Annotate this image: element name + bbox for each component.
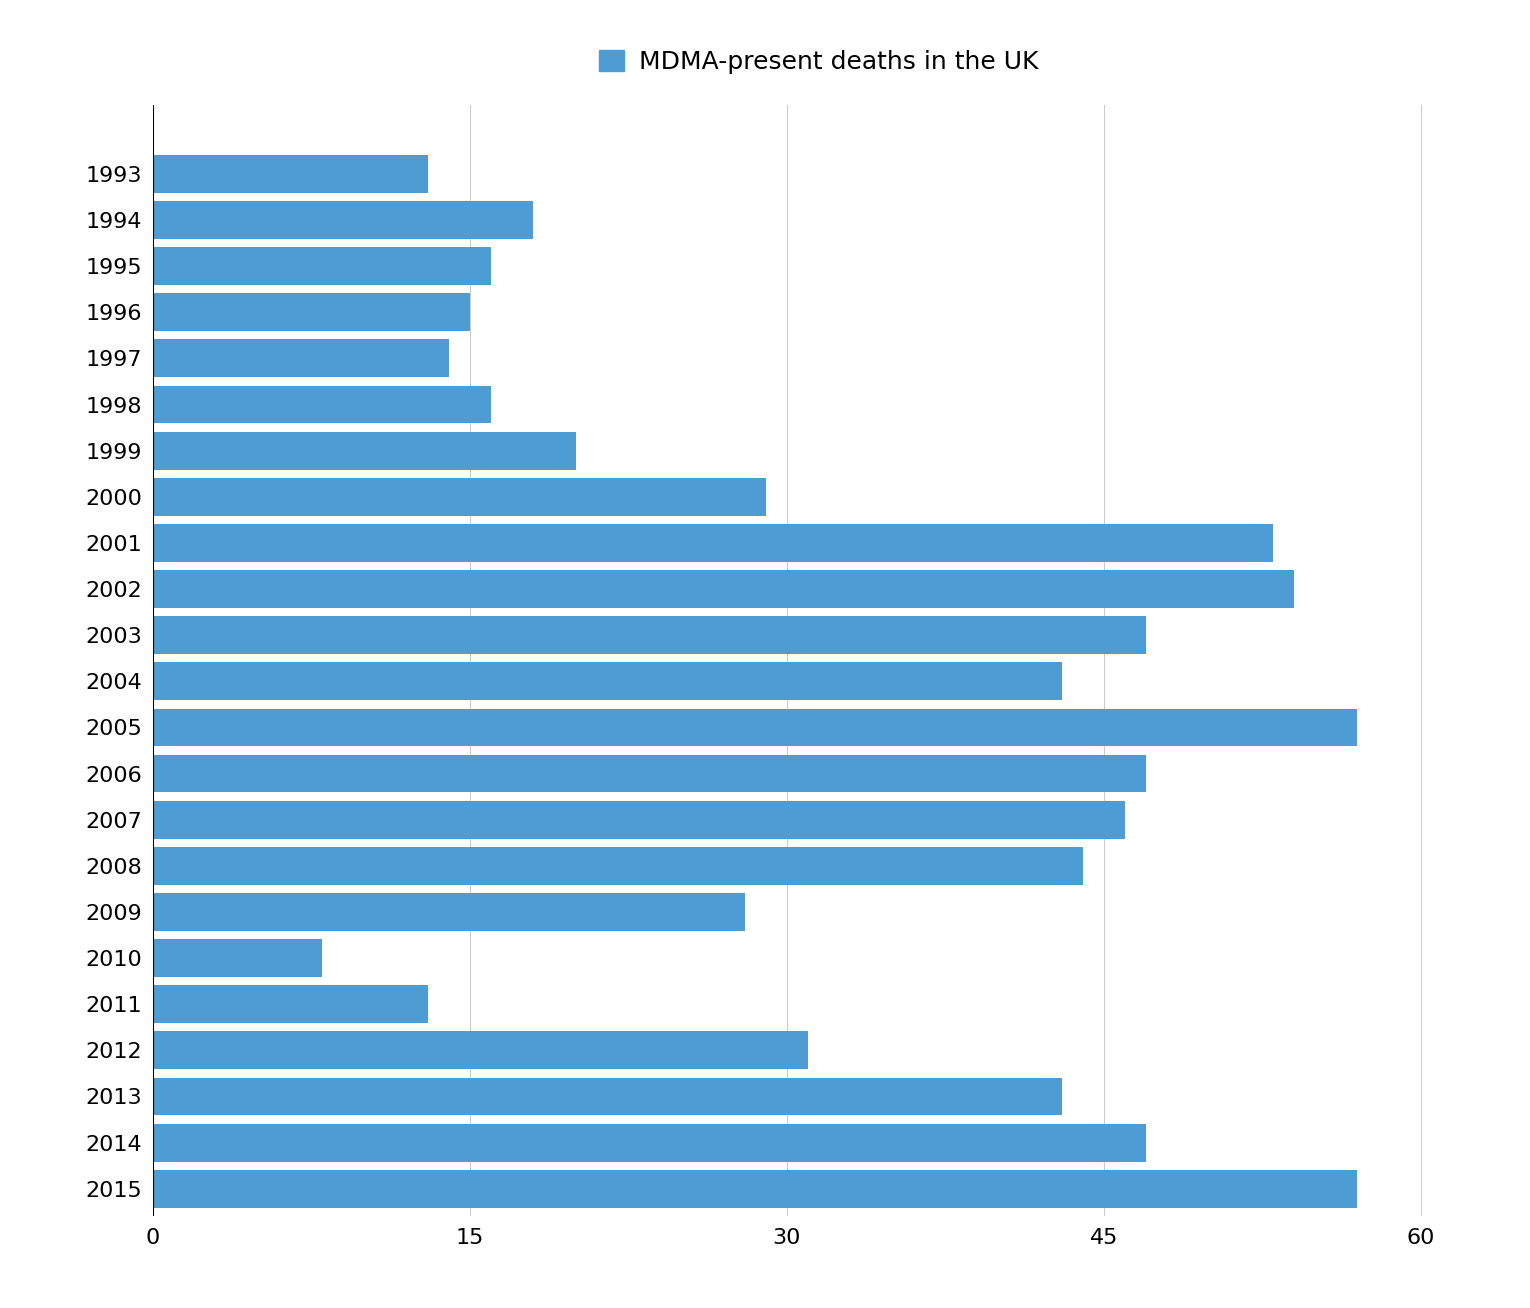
Bar [153, 893, 745, 931]
Bar [153, 616, 1146, 654]
Bar [153, 293, 470, 331]
Bar [153, 662, 1062, 700]
Bar [153, 939, 321, 977]
Bar [153, 985, 428, 1023]
Bar [153, 709, 1357, 747]
Bar [153, 755, 1146, 793]
Bar [153, 386, 491, 424]
Bar [153, 154, 428, 192]
Bar [153, 800, 1125, 838]
Bar [153, 570, 1294, 608]
Bar [153, 201, 534, 239]
Bar [153, 1169, 1357, 1207]
Bar [153, 1124, 1146, 1162]
Bar [153, 1032, 808, 1069]
Bar [153, 525, 1273, 562]
Bar [153, 432, 575, 470]
Bar [153, 1078, 1062, 1116]
Bar [153, 247, 491, 285]
Legend: MDMA-present deaths in the UK: MDMA-present deaths in the UK [598, 51, 1039, 75]
Bar [153, 846, 1083, 884]
Bar [153, 477, 765, 515]
Bar [153, 340, 448, 377]
